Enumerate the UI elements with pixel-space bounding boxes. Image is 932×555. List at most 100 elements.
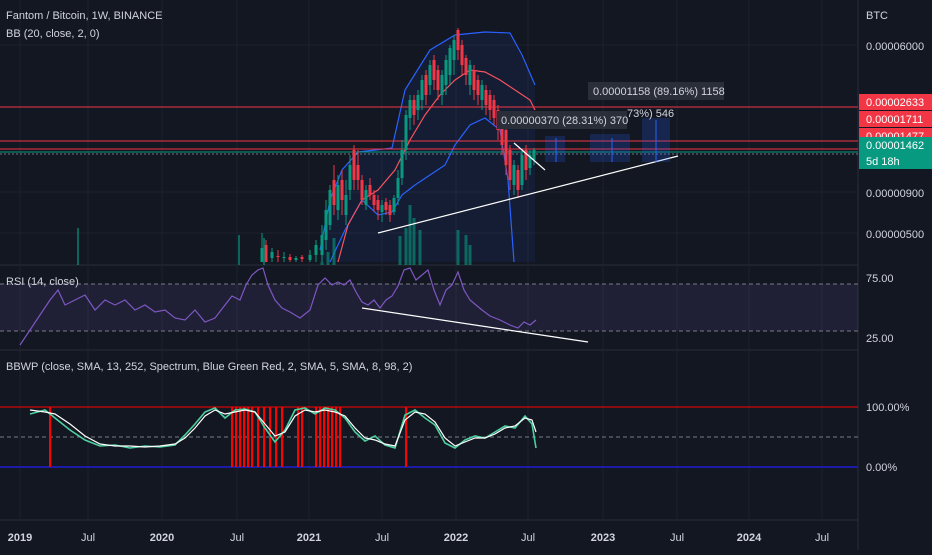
volume-bar	[408, 205, 412, 265]
bbwp-axis-tick: 0.00%	[866, 462, 897, 474]
time-axis-tick: 2021	[297, 532, 321, 544]
annotation-bg	[588, 82, 724, 100]
bbwp-axis-tick: 100.00%	[866, 402, 910, 414]
candle-body	[396, 178, 400, 198]
candle-body	[392, 198, 396, 212]
candle-body	[276, 256, 280, 257]
candle-body	[400, 150, 404, 178]
candle-body	[456, 30, 460, 50]
price-label-countdown: 5d 18h	[866, 156, 900, 168]
candle-body	[412, 100, 416, 115]
price-label-text: 0.00001711	[866, 114, 923, 126]
time-axis-tick: Jul	[815, 532, 829, 544]
candle-body	[332, 180, 336, 205]
volume-bar	[418, 230, 422, 265]
candle-body	[448, 48, 452, 75]
time-axis-tick: Jul	[670, 532, 684, 544]
volume-bar	[320, 262, 324, 265]
candle-body	[476, 80, 480, 95]
candle-body	[270, 252, 274, 258]
price-label-bg	[859, 137, 932, 169]
time-axis-tick: 2023	[591, 532, 615, 544]
volume-bar	[398, 236, 402, 265]
candle-body	[288, 257, 292, 260]
candle-body	[460, 45, 464, 65]
time-axis-tick: 2019	[8, 532, 32, 544]
candle-body	[380, 205, 384, 212]
price-axis-currency: BTC	[866, 10, 888, 22]
rsi-axis-tick: 75.00	[866, 273, 894, 285]
bb-legend: BB (20, close, 2, 0)	[6, 28, 100, 40]
candle-body	[352, 150, 356, 180]
time-axis-tick: Jul	[375, 532, 389, 544]
bbwp-legend: BBWP (close, SMA, 13, 252, Spectrum, Blu…	[6, 361, 413, 373]
candle-body	[328, 190, 332, 225]
annotation-measure-mid: 73%) 546	[627, 108, 674, 120]
candle-body	[314, 245, 318, 255]
volume-bar	[464, 235, 468, 265]
candle-body	[508, 150, 512, 180]
rsi-legend: RSI (14, close)	[6, 276, 79, 288]
resistance-trendline	[513, 142, 546, 171]
time-axis-tick: Jul	[81, 532, 95, 544]
volume-bar	[332, 238, 336, 265]
candle-body	[484, 90, 488, 105]
candle-body	[528, 155, 532, 168]
volume-bar	[326, 252, 330, 265]
time-axis-tick: Jul	[230, 532, 244, 544]
annotation-measure-small: 0.00000370 (28.31%) 370	[501, 115, 628, 127]
candle-body	[500, 120, 504, 145]
candle-body	[440, 75, 444, 95]
candle-body	[344, 195, 348, 215]
measure-box	[590, 134, 630, 162]
volume-bar	[263, 238, 265, 265]
rsi-axis-tick: 25.00	[866, 333, 894, 345]
candle-body	[504, 130, 508, 165]
annotation-bg	[497, 111, 627, 129]
candle-body	[324, 210, 328, 240]
volume-bar	[412, 218, 416, 265]
rsi-divergence-trendline	[361, 307, 589, 343]
candle-body	[488, 95, 492, 110]
time-axis-tick: 2024	[737, 532, 762, 544]
volume-bar	[77, 228, 79, 265]
candle-body	[282, 257, 286, 258]
candle-body	[320, 235, 324, 255]
candle-body	[364, 190, 368, 205]
candle-body	[464, 58, 468, 75]
candle-body	[492, 100, 496, 118]
candle-body	[472, 70, 476, 90]
candle-body	[372, 195, 376, 205]
volume-bar	[238, 235, 240, 265]
candle-body	[516, 170, 520, 190]
candle-body	[294, 258, 298, 260]
price-axis-tick: 0.00000500	[866, 229, 924, 241]
price-label-bg	[859, 94, 932, 110]
price-label-text: 0.00002633	[866, 97, 924, 109]
volume-bar	[468, 245, 472, 265]
support-trendline	[377, 155, 679, 234]
annotation-measure-large: 0.00001158 (89.16%) 1158	[593, 86, 725, 98]
candle-body	[340, 180, 344, 200]
candle-body	[360, 180, 364, 200]
candle-body	[300, 257, 304, 259]
candle-body	[436, 70, 440, 90]
candle-body	[376, 200, 380, 210]
rsi-band-fill	[0, 284, 858, 331]
price-label-bg	[859, 111, 932, 127]
candle-body	[480, 85, 484, 100]
candle-body	[368, 185, 372, 195]
candle-body	[428, 65, 432, 85]
candle-body	[404, 115, 408, 150]
candle-body	[388, 205, 392, 215]
candle-body	[416, 95, 420, 110]
candle-body	[424, 75, 428, 95]
time-axis-tick: 2020	[150, 532, 174, 544]
bbwp-ma-line	[29, 409, 537, 448]
price-label-text: 0.00001462	[866, 140, 924, 152]
measure-box	[545, 136, 565, 162]
candle-body	[308, 255, 312, 260]
candle-body	[348, 165, 352, 190]
